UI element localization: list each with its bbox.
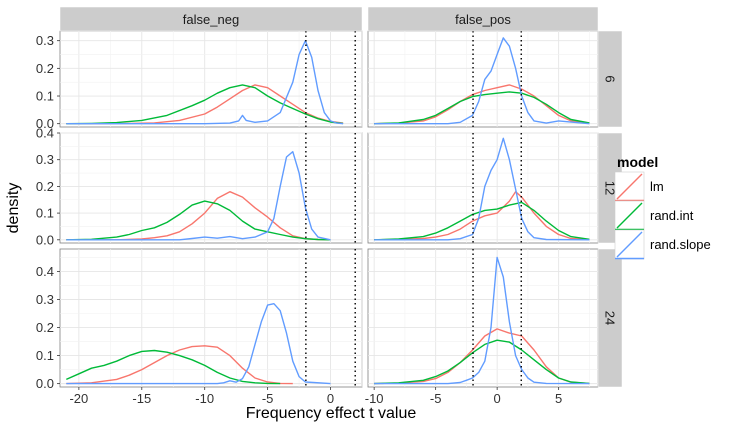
- panel-background: [59, 248, 363, 388]
- series-line-rand.int: [374, 339, 590, 385]
- series-line-lm: [374, 328, 590, 385]
- series-line-rand.int: [66, 349, 281, 385]
- legend-item-rand.int: rand.int: [614, 200, 694, 231]
- series-line-rand.slope: [374, 37, 590, 125]
- legend-item-lm: lm: [614, 171, 664, 202]
- legend: model lm rand.int rand.slope: [614, 154, 711, 260]
- legend-label: rand.int: [650, 208, 694, 223]
- y-tick-label: 0.0: [36, 116, 54, 131]
- x-axis-title: Frequency effect t value: [246, 405, 417, 422]
- series-line-rand.int: [374, 201, 590, 241]
- row-strip-label: 6: [603, 75, 618, 82]
- series-line-lm: [374, 84, 590, 125]
- row-strip-label: 24: [603, 311, 618, 325]
- series-line-lm: [66, 345, 293, 385]
- series-line-rand.int: [374, 91, 590, 125]
- x-tick-label: -5: [262, 391, 274, 406]
- panel-false_neg-6: [59, 30, 363, 128]
- column-strip-label: false_neg: [183, 12, 239, 27]
- legend-title: model: [617, 154, 658, 170]
- y-tick-label: 0.4: [36, 264, 54, 279]
- x-tick-label: -15: [132, 391, 151, 406]
- panel-background: [59, 30, 363, 128]
- y-axis-title: density: [5, 183, 22, 234]
- panel-background: [367, 248, 599, 388]
- panel-false_pos-12: [367, 132, 599, 244]
- legend-key-line: [616, 231, 643, 258]
- x-tick-label: -20: [69, 391, 88, 406]
- panel-false_pos-6: [367, 30, 599, 128]
- y-tick-label: 0.1: [36, 206, 54, 221]
- column-strip-false_pos: [367, 6, 599, 32]
- series-line-rand.int: [66, 84, 344, 125]
- legend-label: lm: [650, 179, 664, 194]
- row-strip-6: [597, 30, 623, 128]
- column-strips: false_neg false_pos: [59, 6, 599, 32]
- y-tick-label: 0.3: [36, 292, 54, 307]
- legend-label: rand.slope: [650, 237, 711, 252]
- x-tick-label: -5: [430, 391, 442, 406]
- y-tick-label: 0.1: [36, 89, 54, 104]
- row-strip-label: 12: [603, 181, 618, 195]
- legend-item-rand.slope: rand.slope: [614, 229, 711, 260]
- panel-false_neg-12: [59, 132, 363, 244]
- x-tick-label: -10: [195, 391, 214, 406]
- legend-key-line: [616, 173, 643, 200]
- series-line-lm: [66, 191, 331, 241]
- series-line-rand.slope: [66, 303, 331, 385]
- series-line-rand.int: [66, 200, 331, 241]
- axes-layer: 0.00.10.20.30.00.10.20.30.40.00.10.20.30…: [36, 33, 562, 406]
- x-tick-label: 5: [555, 391, 562, 406]
- x-tick-label: 0: [494, 391, 501, 406]
- y-tick-label: 0.4: [36, 126, 54, 141]
- panel-background: [367, 132, 599, 244]
- row-strip-24: [597, 248, 623, 388]
- series-line-rand.slope: [66, 151, 331, 241]
- y-tick-label: 0.0: [36, 232, 54, 247]
- panel-background: [367, 30, 599, 128]
- y-tick-label: 0.0: [36, 376, 54, 391]
- y-tick-label: 0.3: [36, 152, 54, 167]
- panels-layer: [59, 30, 599, 388]
- panel-false_neg-24: [59, 248, 363, 388]
- column-strip-label: false_pos: [455, 12, 511, 27]
- x-tick-label: -10: [365, 391, 384, 406]
- row-strips: 6 12 24: [597, 30, 623, 388]
- x-tick-label: 0: [327, 391, 334, 406]
- column-strip-false_neg: [59, 6, 363, 32]
- y-tick-label: 0.2: [36, 61, 54, 76]
- series-line-rand.slope: [374, 137, 590, 241]
- series-line-rand.slope: [374, 256, 590, 385]
- series-line-rand.slope: [66, 40, 344, 125]
- y-tick-label: 0.2: [36, 179, 54, 194]
- y-tick-label: 0.1: [36, 348, 54, 363]
- y-tick-label: 0.3: [36, 33, 54, 48]
- panel-false_pos-24: [367, 248, 599, 388]
- y-tick-label: 0.2: [36, 320, 54, 335]
- legend-items: lm rand.int rand.slope: [614, 171, 711, 260]
- legend-key-line: [616, 202, 643, 229]
- series-line-lm: [374, 191, 590, 241]
